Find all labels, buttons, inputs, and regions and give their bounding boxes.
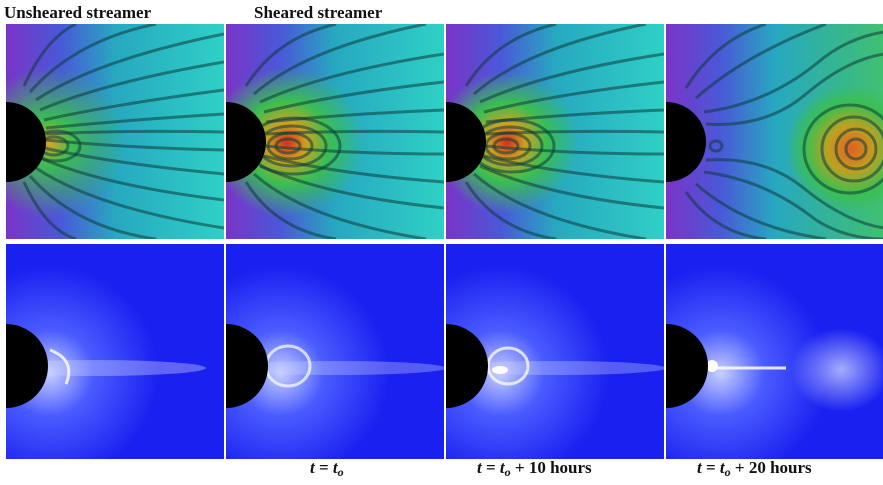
brightness-panel-unsheared bbox=[6, 244, 224, 459]
time-label-t10: t = to + 10 hours bbox=[477, 458, 592, 479]
time-label-t0: t = to bbox=[310, 458, 344, 479]
field-panel-t10 bbox=[446, 24, 664, 239]
field-panel-sheared bbox=[226, 24, 444, 239]
brightness-panel-t20 bbox=[666, 244, 883, 459]
column-title-sheared: Sheared streamer bbox=[254, 3, 383, 22]
field-panel-unsheared bbox=[6, 24, 224, 239]
column-title-unsheared: Unsheared streamer bbox=[4, 3, 152, 22]
field-panel-t20 bbox=[666, 24, 883, 239]
time-label-t20: t = to + 20 hours bbox=[697, 458, 812, 479]
brightness-panel-sheared bbox=[226, 244, 444, 459]
brightness-panel-t10 bbox=[446, 244, 664, 459]
